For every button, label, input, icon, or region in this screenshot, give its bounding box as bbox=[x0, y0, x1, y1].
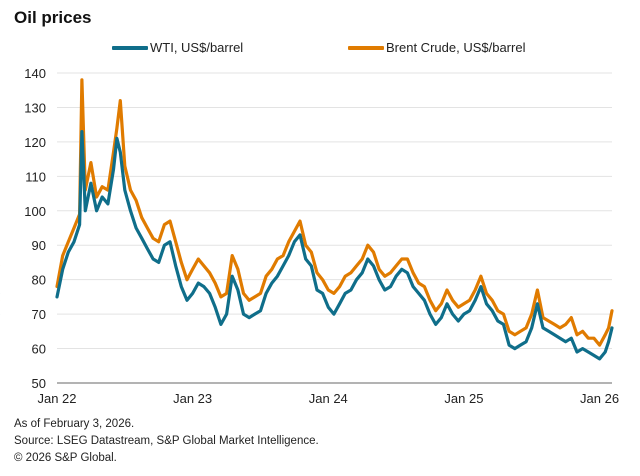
series-line-wti bbox=[55, 130, 614, 361]
y-tick-label: 100 bbox=[24, 204, 46, 219]
y-tick-label: 140 bbox=[24, 66, 46, 81]
series-wti bbox=[0, 130, 614, 361]
y-tick-label: 90 bbox=[32, 238, 46, 253]
chart-legend: WTI, US$/barrel Brent Crude, US$/barrel bbox=[0, 40, 640, 60]
x-tick-label: Jan 25 bbox=[444, 391, 483, 406]
legend-swatch-wti bbox=[112, 45, 148, 50]
legend-item-brent: Brent Crude, US$/barrel bbox=[348, 40, 525, 55]
legend-item-wti: WTI, US$/barrel bbox=[112, 40, 243, 55]
y-tick-label: 50 bbox=[32, 376, 46, 391]
x-axis-ticks: Jan 22 Jan 23 Jan 24 Jan 25 Jan 26 bbox=[37, 391, 619, 406]
y-tick-label: 130 bbox=[24, 100, 46, 115]
legend-swatch-brent bbox=[348, 45, 384, 50]
y-tick-label: 120 bbox=[24, 135, 46, 150]
series-line-brent bbox=[55, 78, 614, 347]
y-tick-label: 60 bbox=[32, 342, 46, 357]
series-lines bbox=[0, 78, 614, 361]
gridlines bbox=[57, 72, 612, 384]
as-of-note: As of February 3, 2026. bbox=[14, 418, 135, 430]
x-tick-label: Jan 23 bbox=[173, 391, 212, 406]
y-axis-ticks: 50 60 70 80 90 100 110 120 130 140 bbox=[24, 66, 46, 391]
series-brent bbox=[0, 78, 614, 347]
source-note: Source: LSEG Datastream, S&P Global Mark… bbox=[14, 435, 319, 447]
x-tick-label: Jan 24 bbox=[309, 391, 348, 406]
chart-title: Oil prices bbox=[14, 8, 92, 27]
legend-label-wti: WTI, US$/barrel bbox=[150, 40, 244, 55]
copyright-note: © 2026 S&P Global. bbox=[14, 452, 117, 464]
y-tick-label: 110 bbox=[25, 169, 46, 184]
legend-label-brent: Brent Crude, US$/barrel bbox=[386, 40, 526, 55]
y-tick-label: 80 bbox=[32, 273, 46, 288]
x-tick-label: Jan 26 bbox=[580, 391, 619, 406]
x-tick-label: Jan 22 bbox=[37, 391, 76, 406]
y-tick-label: 70 bbox=[32, 307, 46, 322]
chart-footer: As of February 3, 2026. Source: LSEG Dat… bbox=[14, 416, 319, 467]
